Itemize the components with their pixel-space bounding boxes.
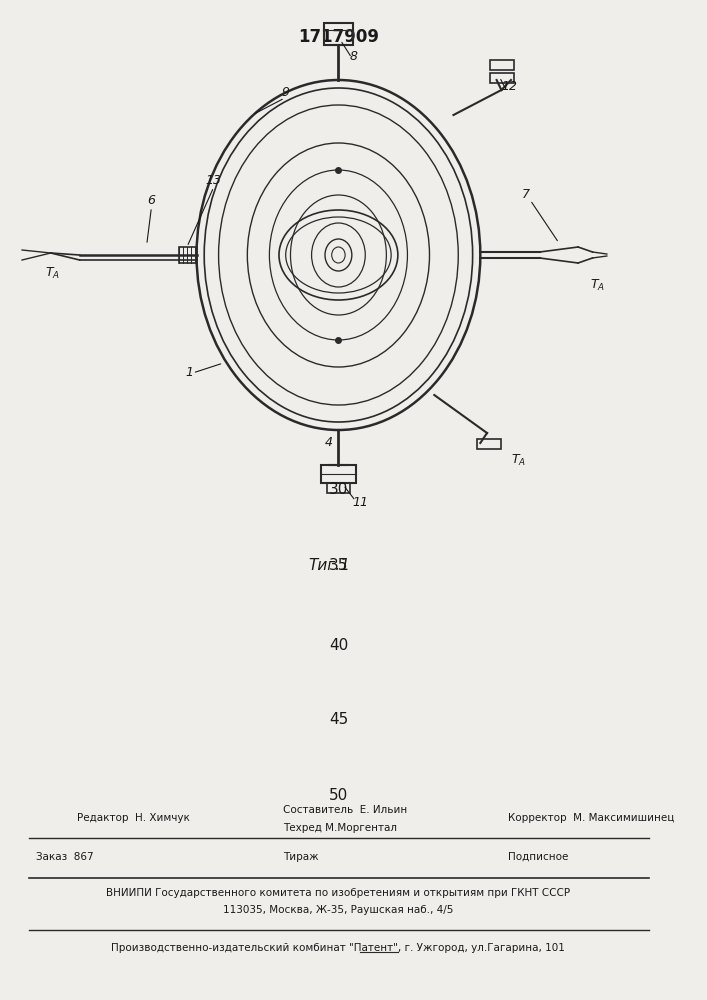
Text: 8: 8 xyxy=(350,50,358,64)
Bar xyxy=(321,465,356,483)
Bar xyxy=(180,247,197,263)
Bar xyxy=(477,439,501,449)
Text: 45: 45 xyxy=(329,712,348,728)
Text: Заказ  867: Заказ 867 xyxy=(37,852,94,862)
Text: 13: 13 xyxy=(206,174,222,186)
Text: 7: 7 xyxy=(521,188,530,202)
Text: $T_A$: $T_A$ xyxy=(45,265,60,281)
Text: 30: 30 xyxy=(329,483,348,497)
Bar xyxy=(327,483,350,493)
Text: 35: 35 xyxy=(329,558,348,572)
Text: Τиг.1: Τиг.1 xyxy=(308,558,350,572)
Text: ВНИИПИ Государственного комитета по изобретениям и открытиям при ГКНТ СССР: ВНИИПИ Государственного комитета по изоб… xyxy=(106,888,571,898)
Text: 4: 4 xyxy=(325,436,333,450)
Text: 1: 1 xyxy=(186,366,194,379)
Text: Производственно-издательский комбинат "Патент", г. Ужгород, ул.Гагарина, 101: Производственно-издательский комбинат "П… xyxy=(112,943,566,953)
Text: 113035, Москва, Ж-35, Раушская наб., 4/5: 113035, Москва, Ж-35, Раушская наб., 4/5 xyxy=(223,905,454,915)
Text: 50: 50 xyxy=(329,788,348,802)
Text: 11: 11 xyxy=(353,496,369,510)
Bar xyxy=(490,73,514,83)
Text: 9: 9 xyxy=(281,87,290,100)
Bar xyxy=(324,23,353,45)
Text: Техред М.Моргентал: Техред М.Моргентал xyxy=(283,823,397,833)
Text: Корректор  М. Максимишинец: Корректор М. Максимишинец xyxy=(508,813,674,823)
Text: Тираж: Тираж xyxy=(283,852,318,862)
Text: Редактор  Н. Химчук: Редактор Н. Химчук xyxy=(76,813,189,823)
Text: Составитель  Е. Ильин: Составитель Е. Ильин xyxy=(283,805,407,815)
Text: 1717909: 1717909 xyxy=(298,28,379,46)
Text: 12: 12 xyxy=(501,81,517,94)
Text: $T_A$: $T_A$ xyxy=(511,452,526,468)
Text: 40: 40 xyxy=(329,638,348,652)
Text: 6: 6 xyxy=(148,194,156,207)
Text: $T_A$: $T_A$ xyxy=(590,277,604,293)
Text: Подписное: Подписное xyxy=(508,852,568,862)
Bar xyxy=(490,60,514,70)
